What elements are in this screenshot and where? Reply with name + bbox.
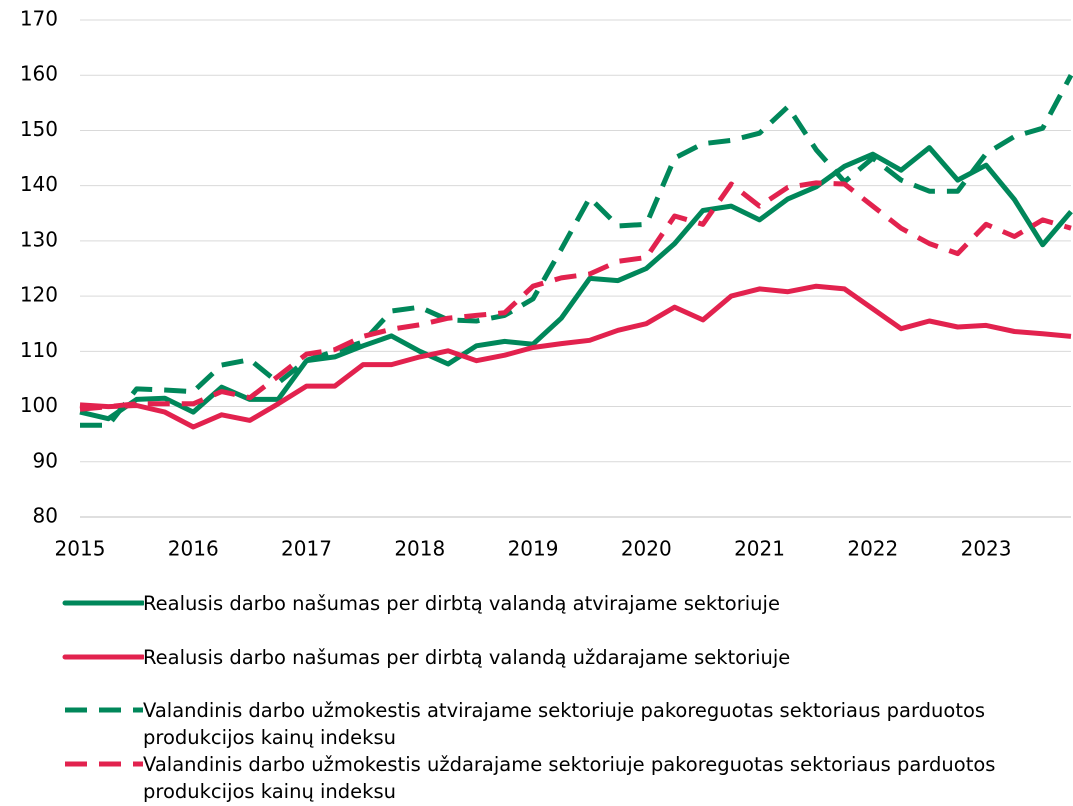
x-tick-label: 2015 bbox=[55, 537, 106, 561]
legend-label: Realusis darbo našumas per dirbtą valand… bbox=[143, 646, 791, 669]
y-tick-label: 170 bbox=[20, 7, 58, 31]
y-tick-label: 110 bbox=[20, 338, 58, 362]
y-tick-label: 80 bbox=[33, 504, 58, 528]
x-tick-label: 2023 bbox=[961, 537, 1012, 561]
legend-swatch bbox=[62, 654, 144, 660]
x-tick-label: 2016 bbox=[168, 537, 219, 561]
chart: 80 90 100 110 120 130 140 150 160 170 2015 2016 2017… bbox=[20, 7, 1073, 561]
y-tick-label: 130 bbox=[20, 227, 58, 251]
x-tick-label: 2017 bbox=[281, 537, 332, 561]
series-line bbox=[79, 180, 1072, 412]
legend-label: Valandinis darbo užmokestis atvirajame s… bbox=[143, 699, 986, 749]
y-tick-label: 140 bbox=[20, 172, 58, 196]
y-tick-label: 160 bbox=[20, 62, 58, 86]
legend-swatch bbox=[62, 600, 144, 606]
x-tick-label: 2020 bbox=[621, 537, 672, 561]
legend-label: Valandinis darbo užmokestis uždarajame s… bbox=[143, 753, 996, 803]
series-line bbox=[79, 145, 1073, 422]
legend-swatch bbox=[65, 707, 143, 713]
x-tick-label: 2021 bbox=[734, 537, 785, 561]
y-tick-label: 120 bbox=[20, 283, 58, 307]
y-tick-label: 90 bbox=[33, 448, 58, 472]
series-line bbox=[80, 74, 1073, 428]
y-tick-label: 100 bbox=[20, 393, 58, 417]
legend-label: Realusis darbo našumas per dirbtą valand… bbox=[143, 592, 780, 615]
x-tick-label: 2018 bbox=[394, 537, 445, 561]
legend-swatch bbox=[65, 761, 143, 767]
y-tick-label: 150 bbox=[20, 117, 58, 141]
x-tick-label: 2019 bbox=[508, 537, 559, 561]
series-line bbox=[79, 283, 1072, 430]
x-tick-label: 2022 bbox=[847, 537, 898, 561]
